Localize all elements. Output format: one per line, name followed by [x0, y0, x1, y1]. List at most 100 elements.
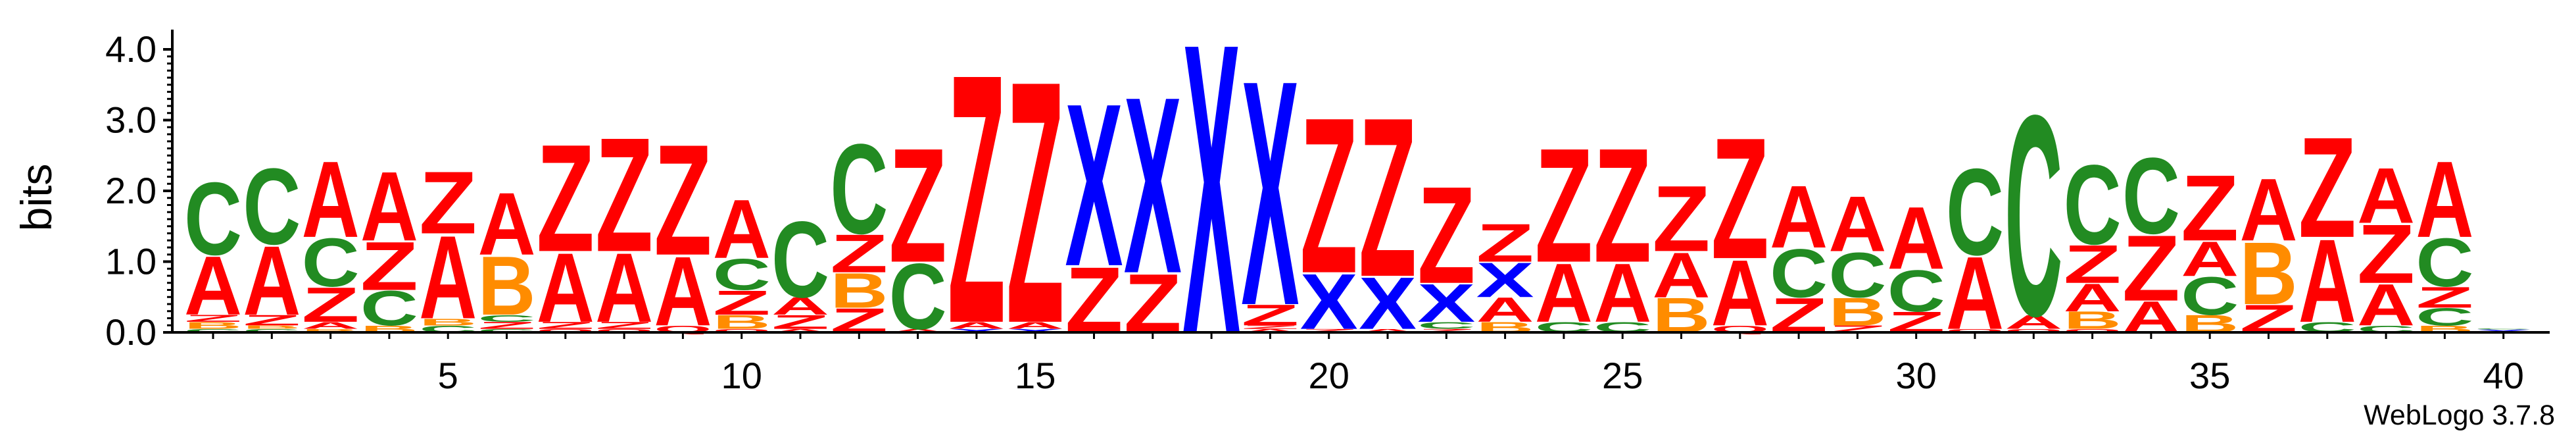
logo-letter-a: A — [1241, 328, 1299, 333]
logo-letter-z: Z — [1300, 328, 1358, 333]
logo-letter-q: Q — [1946, 328, 2004, 333]
logo-letter-z: Z — [2064, 234, 2122, 294]
x-tick-label: 30 — [1896, 355, 1937, 396]
logo-letter-a: A — [1887, 189, 1945, 288]
x-tick-label: 5 — [438, 355, 458, 396]
logo-letter-c: C — [302, 224, 360, 301]
x-tick-label: 10 — [721, 355, 762, 396]
logo-letter-x: X — [1006, 328, 1064, 333]
logo-letter-a: A — [243, 225, 301, 336]
logo-letter-a: A — [477, 175, 535, 274]
logo-letter-b: B — [2239, 224, 2297, 323]
logo-letter-z: Z — [771, 311, 829, 333]
logo-letter-c: C — [2122, 135, 2180, 256]
logo-letter-z: Z — [2416, 280, 2473, 314]
logo-letter-c: C — [243, 146, 301, 267]
y-tick-label: 0.0 — [105, 311, 157, 353]
y-tick-label: 4.0 — [105, 28, 157, 70]
logo-letter-c: C — [1417, 320, 1475, 331]
logo-letter-z: Z — [713, 284, 771, 323]
logo-letter-x: X — [1300, 257, 1358, 346]
y-tick-label: 3.0 — [105, 99, 157, 141]
logo-letter-z: Z — [302, 278, 360, 333]
x-tick-label: 40 — [2483, 355, 2524, 396]
logo-letter-z: Z — [889, 115, 947, 296]
logo-letter-a: A — [2064, 276, 2122, 320]
logo-letter-z: Z — [1653, 167, 1711, 271]
logo-letter-z: Z — [595, 320, 653, 331]
logo-letter-z: Z — [2357, 207, 2415, 301]
logo-letter-z: Z — [1006, 9, 1064, 396]
logo-letter-z: Z — [595, 104, 653, 286]
logo-letter-q: Q — [537, 328, 595, 333]
logo-letter-z: Z — [2181, 156, 2239, 261]
logo-letter-c: C — [771, 199, 829, 320]
logo-letter-x: X — [1417, 273, 1475, 334]
logo-letter-z: Z — [1535, 115, 1593, 296]
logo-letter-c: C — [477, 328, 535, 333]
logo-letter-a: A — [537, 232, 595, 343]
logo-letter-c: C — [478, 313, 536, 324]
y-tick-label: 2.0 — [105, 170, 157, 211]
logo-letter-a: A — [2357, 272, 2415, 338]
logo-letter-z: Z — [1241, 298, 1299, 332]
logo-letter-c: C — [243, 328, 301, 333]
logo-letter-a: A — [1653, 240, 1711, 311]
logo-letter-z: Z — [537, 320, 595, 331]
logo-letter-x: X — [948, 328, 1006, 333]
y-tick-label: 1.0 — [105, 241, 157, 282]
logo-letter-z: Z — [2122, 216, 2180, 321]
logo-letter-c: C — [2416, 224, 2473, 301]
logo-letter-a: A — [2181, 231, 2239, 286]
x-ticks: 5 10 15 20 25 30 35 40 — [212, 332, 2524, 396]
logo-letter-b: B — [1828, 290, 1886, 334]
x-tick-label: 15 — [1015, 355, 1056, 396]
logo-letter-a: A — [2005, 311, 2062, 333]
logo-letter-a: A — [419, 211, 477, 344]
logo-letter-z: Z — [1241, 324, 1299, 330]
logo-letter-c: C — [2416, 303, 2473, 331]
logo-letter-z: Z — [184, 313, 242, 324]
logo-letter-x: X — [1182, 0, 1241, 421]
logo-letter-x: X — [1124, 44, 1182, 326]
logo-letter-a: A — [184, 240, 242, 333]
logo-letter-z: Z — [1476, 213, 1534, 273]
logo-letter-z: Z — [830, 223, 888, 284]
logo-letter-b: B — [243, 324, 301, 330]
y-axis-title: bits — [12, 164, 61, 232]
logo-letter-c: C — [2181, 266, 2239, 326]
logo-letter-z: Z — [1417, 159, 1475, 313]
logo-letter-a: A — [2416, 139, 2473, 260]
logo-letter-c: C — [2475, 328, 2533, 330]
logo-letter-z: Z — [419, 153, 477, 253]
weblogo-credit: WebLogo 3.7.8 — [2364, 400, 2555, 431]
logo-letter-q: Q — [2005, 328, 2062, 333]
logo-letter-x: X — [1359, 262, 1417, 345]
logo-letter-c: C — [184, 161, 242, 277]
logo-letter-c: C — [1770, 235, 1828, 312]
logo-letter-x: X — [2475, 329, 2533, 334]
logo-letter-a: A — [771, 292, 829, 320]
logo-letter-z: Z — [478, 320, 536, 331]
logo-letter-c: C — [2064, 142, 2122, 269]
logo-letter-c: C — [1828, 240, 1886, 311]
logo-letter-a: A — [1770, 168, 1828, 267]
logo-letter-a: A — [654, 236, 712, 346]
logo-letter-z: Z — [243, 312, 301, 328]
logo-letter-z: Z — [654, 112, 712, 288]
logo-letter-b: B — [478, 240, 536, 333]
logo-letter-z: Z — [360, 227, 418, 305]
logo-letter-c: C — [360, 281, 418, 336]
logo-letter-a: A — [1711, 241, 1769, 346]
logo-letter-c: C — [1946, 143, 2004, 281]
logo-letter-z: Z — [1359, 71, 1417, 324]
y-ticks: 0.0 1.0 2.0 3.0 4.0 — [105, 28, 172, 353]
logo-stacks: CBZACCBZACBAZCABCZACBAZCZCBAQZAZQZAZQAZQ… — [184, 0, 2533, 421]
logo-letter-a: A — [1535, 246, 1593, 340]
logo-letter-x: X — [1065, 56, 1124, 315]
logo-letter-a: A — [360, 151, 418, 261]
logo-letter-b: B — [2064, 307, 2122, 334]
logo-letter-q: Q — [595, 328, 653, 333]
logo-letter-a: A — [889, 328, 947, 333]
